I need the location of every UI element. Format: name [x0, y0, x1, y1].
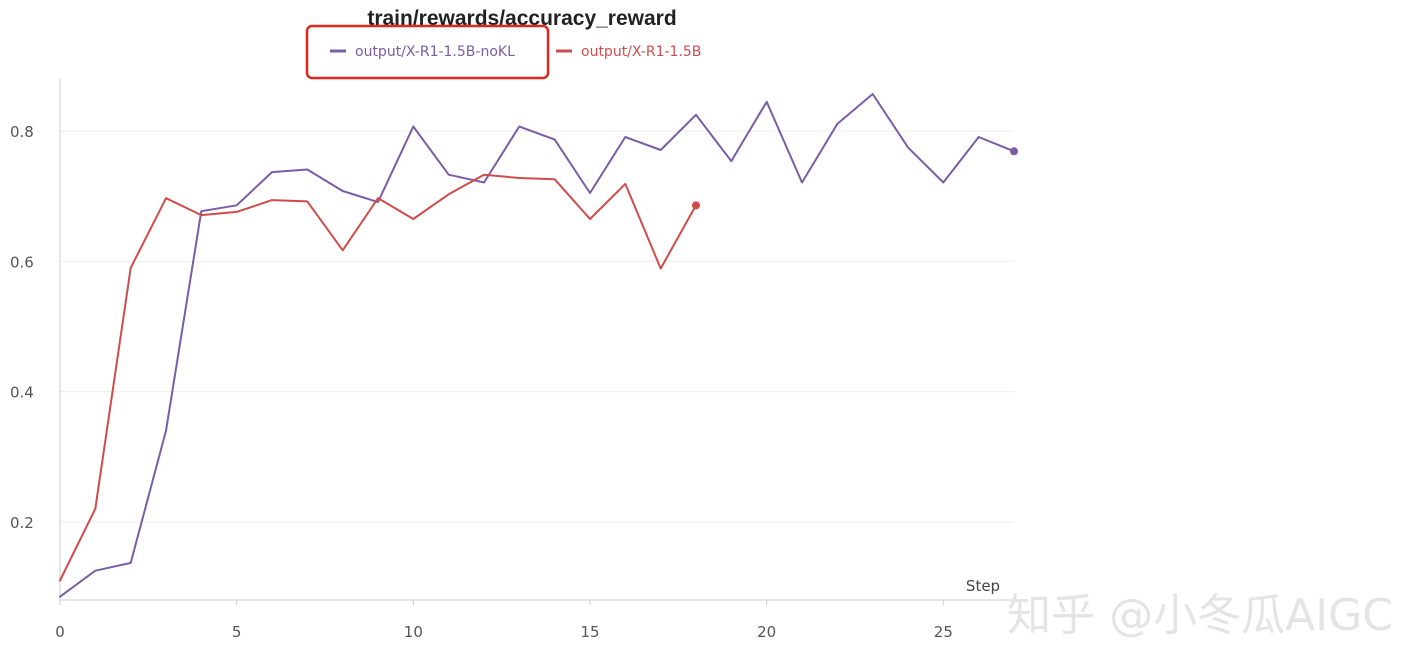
grid-lines	[60, 130, 1014, 523]
legend-label-series-0[interactable]: output/X-R1-1.5B-noKL	[355, 44, 515, 60]
series-line-0	[59, 93, 1015, 598]
y-tick-label-3: 0.8	[10, 123, 34, 141]
watermark: 知乎 @小冬瓜AIGC	[1007, 590, 1393, 641]
x-tick-label-0: 0	[55, 623, 65, 641]
x-tick-label-2: 10	[404, 623, 423, 641]
x-tick-label-3: 15	[580, 623, 599, 641]
series-line-1	[59, 173, 697, 582]
x-tick-label-5: 25	[934, 623, 953, 641]
y-tick-label-1: 0.4	[10, 384, 34, 402]
legend: output/X-R1-1.5B-noKL output/X-R1-1.5B	[305, 24, 701, 80]
y-tick-label-2: 0.6	[10, 253, 34, 271]
series-end-point-0	[1010, 147, 1018, 156]
series-end-point-1	[692, 201, 700, 210]
axes	[59, 79, 1014, 605]
tick-labels: 0.2 0.4 0.6 0.8 0 5 10 15 20 25	[10, 123, 953, 641]
chart-title: train/rewards/accuracy_reward	[367, 7, 676, 30]
series-layer	[59, 93, 1018, 598]
highlight-box	[305, 24, 550, 80]
x-tick-label-4: 20	[757, 623, 776, 641]
x-tick-label-1: 5	[232, 623, 242, 641]
legend-label-series-1[interactable]: output/X-R1-1.5B	[581, 44, 701, 60]
y-tick-label-0: 0.2	[10, 514, 34, 532]
x-axis-label: Step	[966, 577, 1000, 595]
